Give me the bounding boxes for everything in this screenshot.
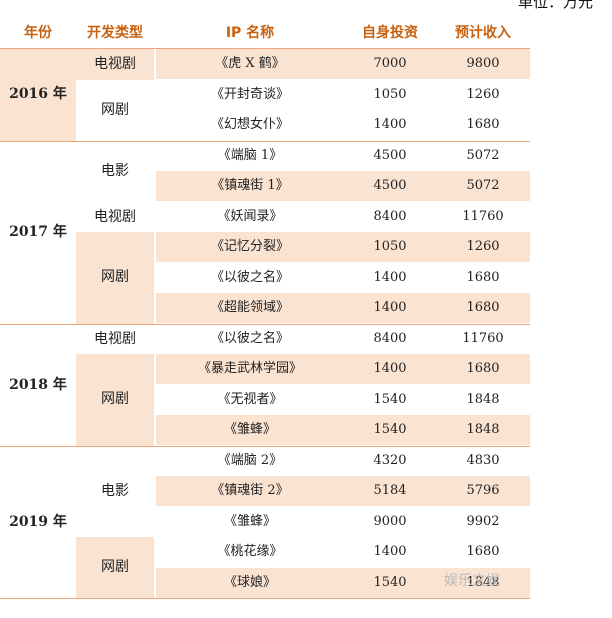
investment-cell: 1400 (344, 354, 436, 384)
ip-name-cell: 《无视者》 (217, 391, 283, 407)
ip-name-cell: 《以彼之名》 (210, 330, 289, 346)
ip-name-cell: 《镇魂街 1》 (156, 171, 344, 201)
investment-cell: 8400 (373, 330, 407, 346)
year-cell: 2017 年 (9, 223, 67, 240)
header-type: 开发类型 (87, 25, 143, 41)
ip-name-cell: 《端脑 2》 (217, 452, 283, 468)
year-divider (0, 323, 530, 325)
type-cell: 电影 (101, 482, 129, 499)
ip-name-cell: 《以彼之名》 (210, 269, 289, 285)
revenue-cell: 1680 (466, 544, 500, 559)
ip-name-cell: 《幻想女仆》 (210, 117, 289, 132)
type-cell: 网剧 (101, 101, 129, 118)
revenue-cell: 1848 (436, 415, 530, 445)
revenue-cell: 1680 (436, 354, 530, 384)
revenue-cell: 1260 (436, 232, 530, 262)
type-cell: 电视剧 (76, 49, 154, 80)
ip-name-cell: 《开封奇谈》 (210, 86, 289, 102)
header-revenue: 预计收入 (455, 25, 511, 41)
ip-name-cell: 《雏蜂》 (223, 513, 276, 529)
revenue-cell: 11760 (462, 208, 504, 224)
investment-cell: 4500 (344, 171, 436, 201)
ip-name-cell: 《记忆分裂》 (156, 232, 344, 262)
investment-cell: 4320 (373, 452, 407, 468)
ip-name-cell: 《球娘》 (156, 567, 344, 598)
revenue-cell: 1260 (466, 86, 500, 102)
header-investment: 自身投资 (362, 25, 418, 41)
ip-name-cell: 《桃花缘》 (217, 544, 283, 559)
investment-cell: 8400 (373, 208, 407, 224)
investment-cell: 1400 (373, 269, 407, 285)
year-cell: 2018 年 (9, 376, 67, 393)
table-header: 年份 开发类型 IP 名称 自身投资 预计收入 (0, 18, 530, 49)
type-cell: 网剧 (76, 232, 154, 324)
investment-cell: 1400 (344, 293, 436, 323)
unit-label: 单位：万元 (518, 0, 594, 11)
investment-cell: 1050 (344, 232, 436, 262)
investment-cell: 1400 (373, 544, 407, 559)
type-cell: 电视剧 (94, 208, 136, 225)
revenue-cell: 4830 (466, 452, 500, 468)
investment-cell: 1400 (373, 117, 407, 132)
header-year: 年份 (24, 25, 52, 41)
ip-name-cell: 《端脑 1》 (217, 147, 283, 163)
revenue-cell: 9902 (466, 513, 500, 529)
type-cell: 网剧 (76, 354, 154, 446)
revenue-cell: 1680 (466, 117, 500, 132)
investment-cell: 1540 (344, 567, 436, 598)
revenue-cell: 1680 (436, 293, 530, 323)
revenue-cell: 11760 (462, 330, 504, 346)
year-divider (0, 140, 530, 142)
year-cell: 2016 年 (0, 49, 76, 141)
type-cell: 电影 (101, 162, 129, 179)
revenue-cell: 5796 (436, 476, 530, 506)
ip-name-cell: 《暴走武林学园》 (156, 354, 344, 384)
type-cell: 网剧 (76, 537, 154, 598)
investment-cell: 5184 (344, 476, 436, 506)
investment-cell: 4500 (373, 147, 407, 163)
revenue-cell: 9800 (436, 49, 530, 79)
revenue-cell: 1848 (466, 391, 500, 407)
investment-cell: 1540 (373, 391, 407, 407)
revenue-cell: 5072 (436, 171, 530, 201)
year-cell: 2019 年 (9, 513, 67, 530)
ip-name-cell: 《妖闻录》 (217, 208, 283, 224)
year-divider (0, 598, 530, 599)
ip-name-cell: 《雏蜂》 (156, 415, 344, 445)
investment-cell: 7000 (344, 49, 436, 79)
investment-cell: 1050 (373, 86, 407, 102)
type-cell: 电视剧 (94, 330, 136, 347)
year-divider (0, 445, 530, 447)
ip-name-cell: 《超能领域》 (156, 293, 344, 323)
watermark: 娱乐文娱 (444, 573, 500, 589)
revenue-cell: 1680 (466, 269, 500, 285)
investment-cell: 9000 (373, 513, 407, 529)
ip-name-cell: 《虎 X 鹤》 (156, 49, 344, 79)
investment-cell: 1540 (344, 415, 436, 445)
ip-name-cell: 《镇魂街 2》 (156, 476, 344, 506)
header-ip: IP 名称 (225, 25, 275, 41)
revenue-cell: 5072 (466, 147, 500, 163)
revenue-cell: 1848 (436, 567, 530, 598)
